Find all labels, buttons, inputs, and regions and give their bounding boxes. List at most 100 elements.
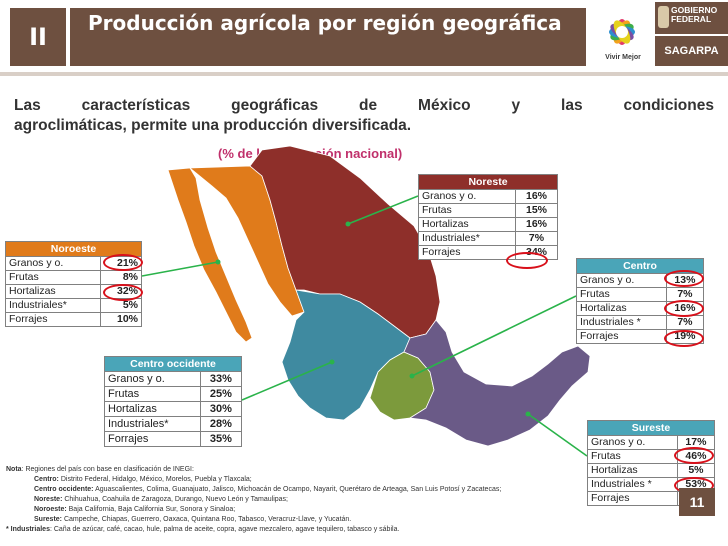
intro-word: condiciones [623, 97, 714, 114]
note-line-label: Sureste: [34, 516, 63, 523]
row-value: 17% [676, 435, 716, 450]
highlight-ring-centro-hortalizas [664, 300, 704, 317]
row-label: Forrajes [587, 491, 678, 506]
note-line-label: Centro occidente: [34, 486, 94, 493]
gobierno-line2: FEDERAL [671, 14, 712, 24]
highlight-ring-centro-granos [664, 270, 704, 287]
highlight-ring-noroeste-hortalizas [103, 284, 143, 301]
table-row: Industriales* 28% [104, 416, 243, 432]
table-row: Frutas 8% [5, 270, 143, 285]
connector-centro [411, 295, 577, 377]
region-centro-occidente [281, 289, 411, 421]
row-label: Granos y o. [417, 189, 517, 204]
map-subtitle: (% de la producción nacional) [218, 146, 403, 161]
dot-noreste [345, 221, 351, 227]
table-header-noroeste: Noroeste [5, 241, 142, 257]
note-label: Nota [6, 466, 22, 473]
row-label: Hortalizas [104, 401, 201, 417]
row-value: 33% [199, 371, 243, 387]
row-label: Frutas [587, 449, 678, 464]
intro-word: Las [14, 97, 41, 114]
intro-line-1: Las características geográficas de México y la… [14, 96, 714, 116]
intro-word: México [418, 97, 471, 114]
table-row: Forrajes 35% [104, 431, 243, 447]
row-value: 8% [99, 270, 143, 285]
sagarpa-logo: SAGARPA [655, 36, 728, 66]
table-row: Frutas 25% [104, 386, 243, 402]
table-header-centro: Centro [576, 258, 704, 274]
row-value: 7% [665, 315, 705, 330]
region-centro [369, 351, 435, 421]
row-label: Forrajes [417, 245, 517, 260]
row-label: Frutas [5, 270, 101, 285]
table-row: Granos y o. 16% [417, 189, 558, 204]
note-line: Centro occidente: Aguascalientes, Colima… [6, 485, 586, 495]
note-line: Sureste: Campeche, Chiapas, Guerrero, Oa… [6, 515, 586, 525]
note-line: Noroeste: Baja California, Baja Californ… [6, 505, 586, 515]
vivir-mejor-flower-logo [609, 19, 635, 45]
table-row: Frutas 15% [417, 203, 558, 218]
industriales-label: * Industriales [6, 526, 50, 533]
intro-word: las [561, 97, 583, 114]
table-row: Frutas 7% [576, 287, 705, 302]
connector-centro-occidente [241, 361, 333, 401]
row-label: Hortalizas [5, 284, 101, 299]
row-label: Hortalizas [587, 463, 678, 478]
section-number-badge: II [10, 8, 66, 66]
note-line-text: Baja California, Baja California Sur, So… [66, 506, 236, 513]
table-row: Industriales* 7% [417, 231, 558, 246]
row-value: 10% [99, 312, 143, 327]
page-number: 11 [679, 488, 715, 516]
row-value: 16% [515, 217, 558, 232]
gobierno-federal-logo: GOBIERNO FEDERAL [655, 2, 728, 34]
table-row: Granos y o. 17% [587, 435, 716, 450]
row-value: 28% [199, 416, 243, 432]
row-label: Granos y o. [576, 273, 667, 288]
highlight-ring-centro-forrajes [664, 330, 704, 347]
row-label: Forrajes [5, 312, 101, 327]
note-line: Noreste: Chihuahua, Coahuila de Zaragoza… [6, 495, 586, 505]
connector-noreste [347, 195, 419, 225]
slide-header: II Producción agrícola por región geográ… [0, 0, 728, 78]
table-row: Industriales * 7% [576, 315, 705, 330]
intro-word: geográficas [231, 97, 319, 114]
connector-sureste [527, 413, 588, 457]
footnotes: Nota: Regiones del país con base en clas… [6, 465, 586, 535]
highlight-ring-noroeste-granos [103, 254, 143, 271]
table-row: Hortalizas 30% [104, 401, 243, 417]
note-line-text: Distrito Federal, Hidalgo, México, Morel… [58, 476, 252, 483]
vivir-mejor-label: Vivir Mejor [605, 54, 641, 61]
row-value: 25% [199, 386, 243, 402]
row-label: Forrajes [576, 329, 667, 344]
row-label: Frutas [417, 203, 517, 218]
dot-centro [409, 373, 415, 379]
table-sureste: Sureste Granos y o. 17% Frutas 46% Hortali… [587, 420, 716, 506]
note-line-label: Noroeste: [34, 506, 67, 513]
row-label: Granos y o. [587, 435, 678, 450]
row-label: Granos y o. [5, 256, 101, 271]
row-label: Forrajes [104, 431, 201, 447]
table-header-noreste: Noreste [418, 174, 558, 190]
row-label: Industriales * [576, 315, 667, 330]
row-label: Industriales * [587, 477, 678, 492]
row-label: Industriales* [417, 231, 517, 246]
note-intro: Nota: Regiones del país con base en clas… [6, 465, 586, 475]
row-value: 5% [676, 463, 716, 478]
table-centro-occidente: Centro occidente Granos y o. 33% Frutas 25… [104, 356, 243, 447]
dot-centro-occidente [329, 359, 335, 365]
industriales-note: * Industriales: Caña de azúcar, café, ca… [6, 525, 586, 535]
table-row: Hortalizas 16% [417, 217, 558, 232]
highlight-ring-sureste-frutas [674, 447, 714, 464]
row-value: 15% [515, 203, 558, 218]
table-noreste: Noreste Granos y o. 16% Frutas 15% Hortali… [417, 174, 558, 260]
row-value: 16% [515, 189, 558, 204]
note-line-text: Campeche, Chiapas, Guerrero, Oaxaca, Qui… [62, 516, 352, 523]
row-value: 35% [199, 431, 243, 447]
highlight-ring-noreste-forrajes [506, 252, 548, 269]
row-label: Industriales* [104, 416, 201, 432]
row-label: Granos y o. [104, 371, 201, 387]
table-row: Granos y o. 33% [104, 371, 243, 387]
row-value: 30% [199, 401, 243, 417]
intro-word: características [81, 97, 191, 114]
title-bar: Producción agrícola por región geográfic… [70, 8, 586, 66]
